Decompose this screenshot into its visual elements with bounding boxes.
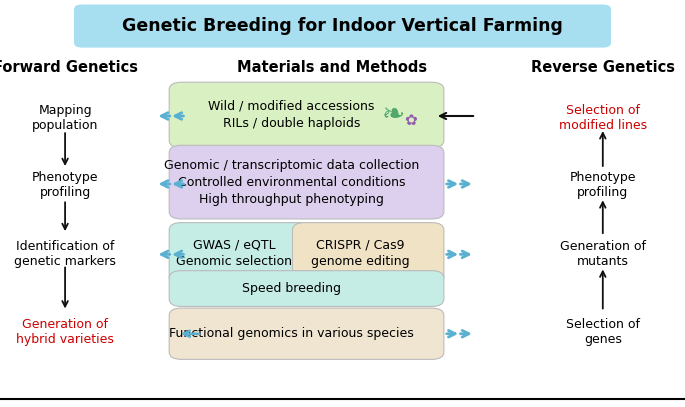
Text: Genomic / transcriptomic data collection
Controlled environmental conditions
Hig: Genomic / transcriptomic data collection…	[164, 159, 419, 206]
Text: GWAS / eQTL
Genomic selection: GWAS / eQTL Genomic selection	[176, 239, 292, 268]
Text: Forward Genetics: Forward Genetics	[0, 60, 138, 74]
Text: Wild / modified accessions
RILs / double haploids: Wild / modified accessions RILs / double…	[208, 100, 375, 130]
Text: Functional genomics in various species: Functional genomics in various species	[169, 327, 414, 340]
FancyBboxPatch shape	[169, 223, 314, 284]
FancyBboxPatch shape	[169, 82, 444, 148]
Text: Reverse Genetics: Reverse Genetics	[531, 60, 675, 74]
Text: Selection of
modified lines: Selection of modified lines	[559, 104, 647, 132]
FancyBboxPatch shape	[74, 4, 611, 48]
FancyBboxPatch shape	[169, 145, 444, 219]
Text: Mapping
population: Mapping population	[32, 104, 98, 132]
FancyBboxPatch shape	[292, 223, 444, 284]
Text: Phenotype
profiling: Phenotype profiling	[32, 171, 99, 199]
Text: Phenotype
profiling: Phenotype profiling	[569, 171, 636, 199]
Text: Selection of
genes: Selection of genes	[566, 318, 640, 346]
Text: Generation of
hybrid varieties: Generation of hybrid varieties	[16, 318, 114, 346]
Text: Materials and Methods: Materials and Methods	[237, 60, 427, 74]
FancyBboxPatch shape	[169, 271, 444, 306]
Text: ❧: ❧	[382, 101, 406, 129]
Text: Genetic Breeding for Indoor Vertical Farming: Genetic Breeding for Indoor Vertical Far…	[122, 17, 563, 35]
Text: Speed breeding: Speed breeding	[242, 282, 341, 295]
Text: Identification of
genetic markers: Identification of genetic markers	[14, 241, 116, 268]
FancyBboxPatch shape	[169, 308, 444, 359]
Text: CRISPR / Cas9
genome editing: CRISPR / Cas9 genome editing	[311, 239, 410, 268]
Text: Generation of
mutants: Generation of mutants	[560, 241, 646, 268]
Text: ✿: ✿	[405, 113, 417, 127]
